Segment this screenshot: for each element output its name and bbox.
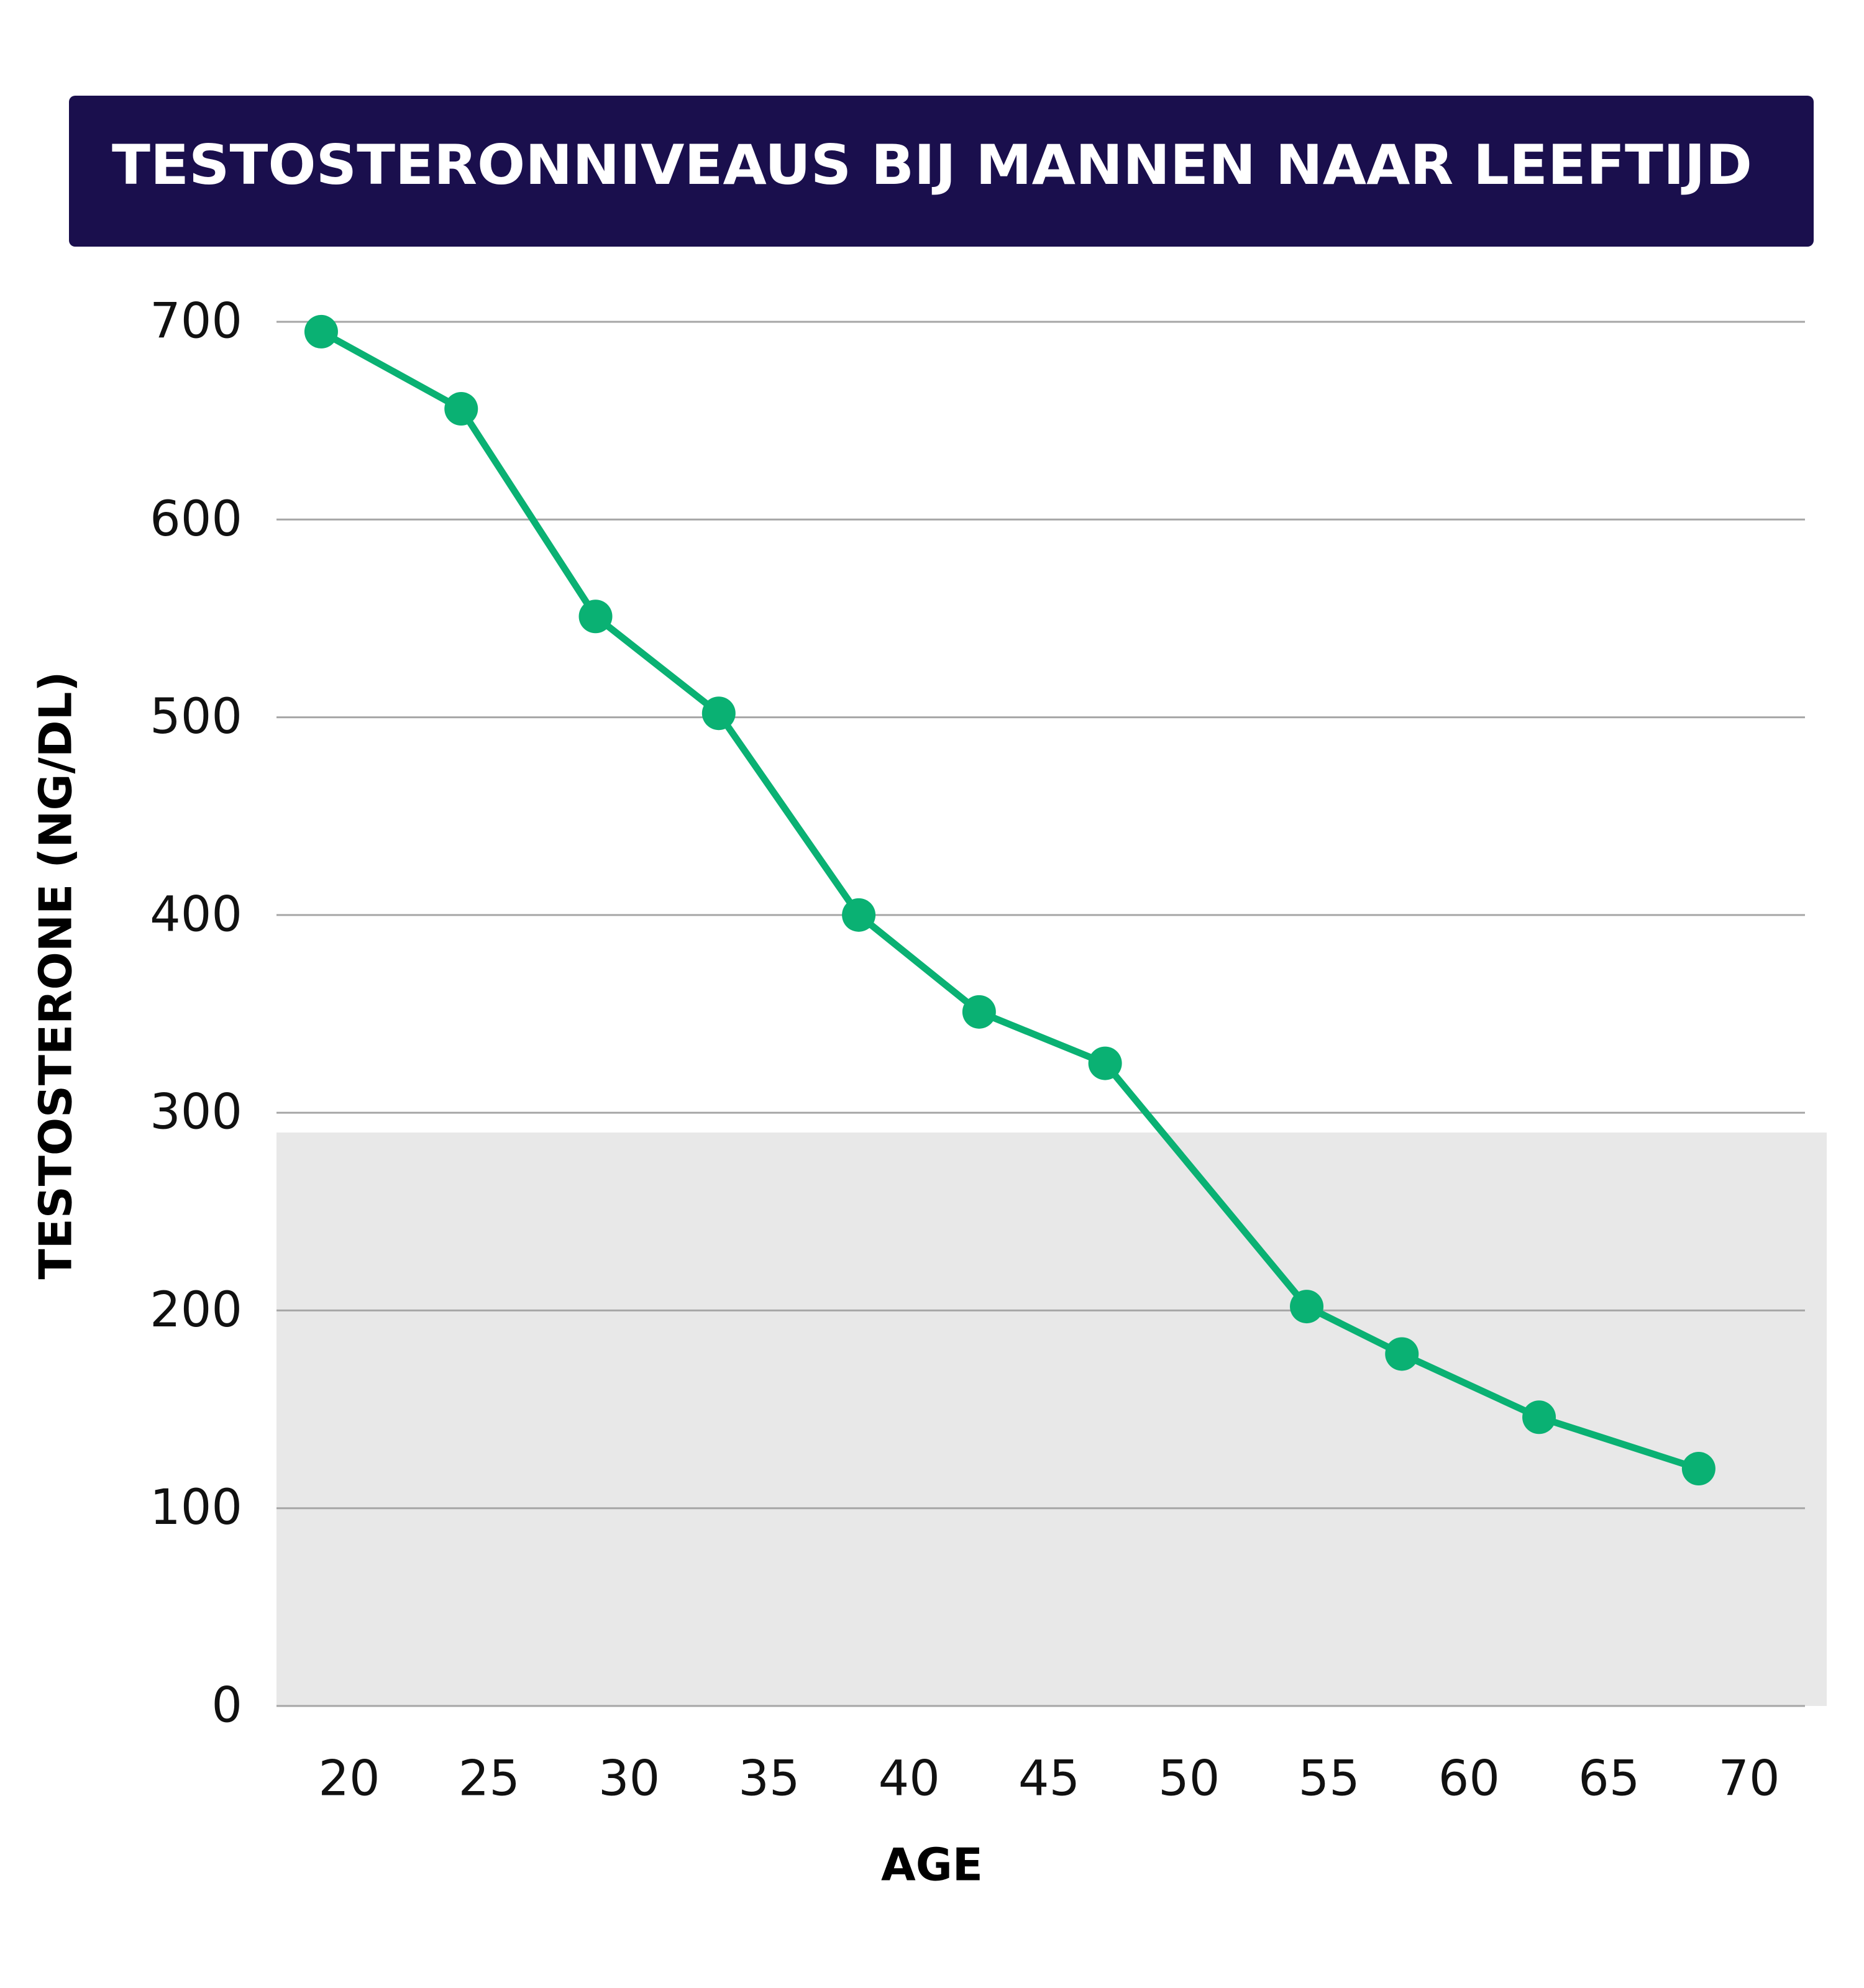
y-tick-labels: 0 100 200 300 400 500 600 700 bbox=[150, 293, 242, 1733]
y-tick-label: 0 bbox=[211, 1677, 242, 1733]
x-tick-label: 40 bbox=[879, 1751, 940, 1807]
data-point bbox=[1681, 1452, 1716, 1486]
data-point bbox=[1385, 1337, 1419, 1371]
data-point bbox=[1088, 1046, 1122, 1080]
data-point bbox=[1522, 1400, 1556, 1434]
grid-lines bbox=[276, 321, 1805, 1707]
x-tick-label: 20 bbox=[318, 1751, 380, 1807]
y-tick-label: 500 bbox=[150, 689, 242, 745]
y-tick-label: 400 bbox=[150, 887, 242, 942]
x-tick-label: 30 bbox=[598, 1751, 660, 1807]
data-point bbox=[304, 314, 338, 349]
data-point bbox=[962, 995, 996, 1029]
title-banner bbox=[69, 96, 1814, 247]
chart-title: TESTOSTERONNIVEAUS BIJ MANNEN NAAR LEEFT… bbox=[112, 133, 1752, 197]
y-tick-label: 600 bbox=[150, 491, 242, 547]
x-axis-title: AGE bbox=[881, 1839, 983, 1891]
x-tick-label: 55 bbox=[1298, 1751, 1359, 1807]
y-tick-label: 100 bbox=[150, 1480, 242, 1536]
shaded-region bbox=[276, 1132, 1827, 1706]
x-tick-label: 25 bbox=[459, 1751, 520, 1807]
data-point bbox=[444, 392, 478, 426]
data-point bbox=[1290, 1290, 1324, 1324]
x-tick-label: 70 bbox=[1718, 1751, 1779, 1807]
x-tick-label: 65 bbox=[1578, 1751, 1640, 1807]
data-point bbox=[842, 898, 876, 932]
y-tick-label: 200 bbox=[150, 1282, 242, 1338]
y-tick-label: 700 bbox=[150, 293, 242, 349]
data-point bbox=[701, 696, 736, 731]
x-tick-labels: 20 25 30 35 40 45 50 55 60 65 70 bbox=[318, 1751, 1779, 1807]
x-tick-label: 60 bbox=[1438, 1751, 1500, 1807]
x-tick-label: 50 bbox=[1158, 1751, 1220, 1807]
y-axis-title: TESTOSTERONE (NG/DL) bbox=[30, 672, 82, 1280]
x-tick-label: 45 bbox=[1018, 1751, 1080, 1807]
data-series bbox=[304, 314, 1716, 1486]
data-point bbox=[578, 600, 613, 634]
x-tick-label: 35 bbox=[738, 1751, 800, 1807]
y-tick-label: 300 bbox=[150, 1085, 242, 1141]
